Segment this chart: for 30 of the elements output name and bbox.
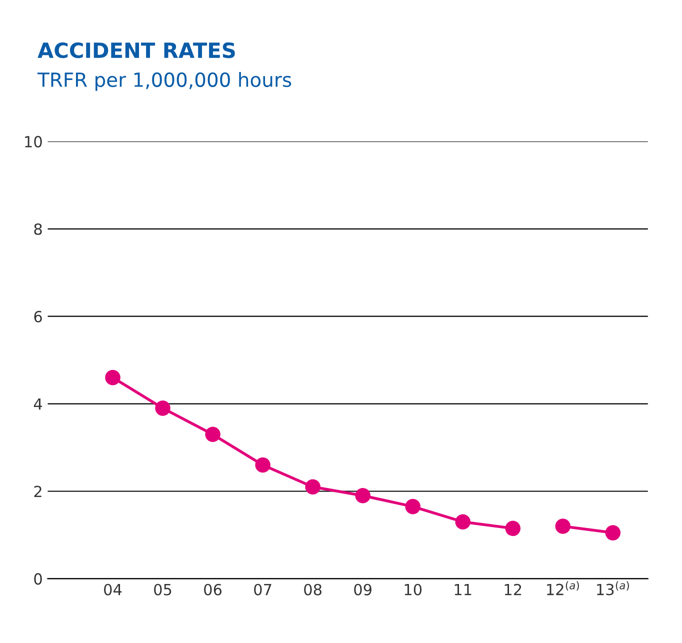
- point: [305, 479, 320, 495]
- x-tick-label: 04: [104, 584, 122, 596]
- y-tick-label: 6: [34, 310, 42, 322]
- point: [455, 514, 470, 530]
- x-tick-label: 12$^{(a)}$: [547, 581, 579, 596]
- point: [505, 520, 521, 536]
- y-tick-label: 8: [34, 223, 42, 235]
- point: [105, 370, 120, 386]
- x-tick-label: 10: [404, 584, 422, 596]
- x-tick-label: 11: [454, 584, 472, 596]
- y-tick-label: 4: [34, 398, 42, 410]
- chart-subtitle: TRFR per 1,000,000 hours: [37, 72, 292, 91]
- point: [355, 488, 370, 504]
- x-tick-label: 07: [254, 584, 272, 596]
- x-tick-label: 12: [504, 584, 522, 596]
- point: [255, 457, 270, 473]
- x-tick-label: 13$^{(a)}$: [597, 581, 629, 596]
- point: [205, 426, 220, 442]
- y-tick-label: 10: [25, 136, 42, 148]
- point: [605, 525, 621, 540]
- point: [555, 518, 571, 534]
- chart-title: ACCIDENT RATES: [38, 42, 235, 58]
- y-tick-label: 2: [34, 486, 42, 498]
- x-tick-label: 09: [354, 584, 372, 596]
- point: [155, 400, 170, 416]
- point: [405, 498, 420, 514]
- x-tick-label: 05: [154, 584, 172, 596]
- y-tick-label: 0: [34, 573, 42, 585]
- x-tick-label: 06: [204, 584, 222, 596]
- x-tick-label: 08: [304, 584, 322, 596]
